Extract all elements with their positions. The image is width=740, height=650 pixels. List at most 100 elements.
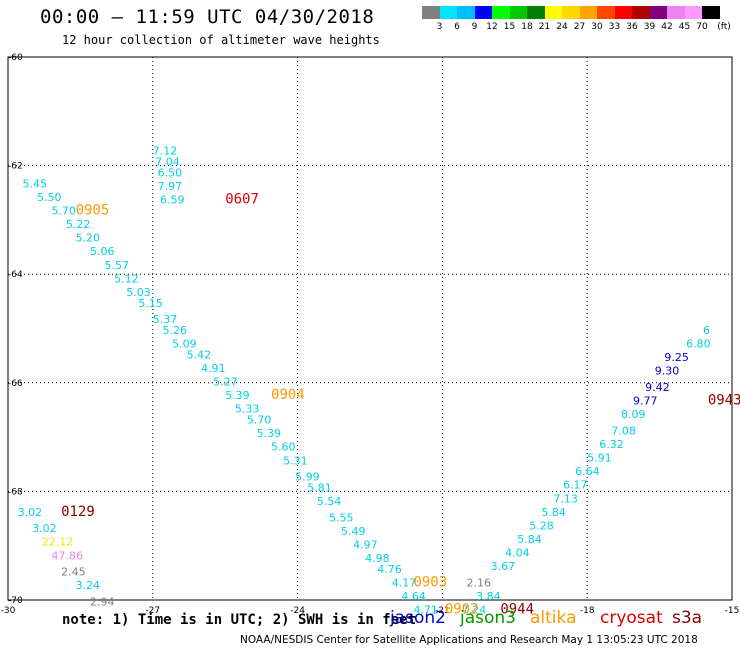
footer-credit: NOAA/NESDIS Center for Satellite Applica…	[240, 634, 698, 646]
color-swatch	[492, 6, 510, 19]
x-tick-label: -18	[580, 606, 595, 616]
wave-height-label: 7.13	[553, 492, 578, 505]
wave-height-label: 5.28	[529, 519, 554, 532]
color-swatch-label: 45	[678, 22, 691, 32]
wave-height-label: 5.91	[587, 452, 612, 465]
color-swatch	[527, 6, 545, 19]
wave-height-label: 4.98	[365, 552, 390, 565]
color-swatch-label: 36	[626, 22, 638, 32]
wave-height-label: 4.17	[392, 576, 417, 589]
wave-height-label: 5.45	[22, 177, 47, 190]
wave-height-label: 4.76	[377, 563, 402, 576]
x-tick-label: -24	[290, 606, 305, 616]
wave-height-label: 5.57	[105, 259, 129, 272]
wave-height-label: 6.59	[160, 194, 185, 207]
wave-height-label: 7.04	[155, 156, 180, 169]
color-swatch	[597, 6, 615, 19]
wave-height-label: 2.94	[90, 595, 115, 608]
wave-height-label: 2.45	[61, 566, 86, 579]
color-swatch	[457, 6, 475, 19]
color-swatch-label: (ft)	[717, 22, 731, 32]
wave-height-label: 7.12	[153, 145, 178, 158]
wave-height-label: 3.84	[476, 590, 501, 603]
color-swatch	[509, 6, 527, 19]
wave-height-label: 8.09	[621, 408, 646, 421]
wave-height-label: 5.81	[307, 481, 332, 494]
wave-height-label: 9.77	[633, 395, 658, 408]
y-tick-label: -66	[8, 379, 23, 389]
wave-height-label: 3.02	[18, 506, 43, 519]
wave-height-label: 2.16	[467, 576, 492, 589]
color-swatch	[614, 6, 632, 19]
wave-height-label: 4.97	[353, 538, 378, 551]
wave-height-label: 4.71	[413, 604, 438, 617]
y-tick-label: -62	[8, 162, 23, 172]
wave-height-label: 9.25	[664, 351, 689, 364]
wave-height-label: 6.64	[575, 465, 600, 478]
x-tick-label: -21	[435, 606, 450, 616]
wave-height-label: 5.09	[172, 338, 197, 351]
color-swatch	[562, 6, 580, 19]
color-swatch-label: 42	[661, 22, 673, 32]
satellite-legend-s3a: s3a	[672, 608, 703, 628]
color-swatch	[702, 6, 720, 19]
wave-height-label: 9.30	[655, 365, 680, 378]
wave-height-label: 7.97	[158, 180, 183, 193]
color-swatch-label: 3	[436, 22, 443, 32]
wave-height-label: 22.12	[42, 536, 74, 549]
color-swatch-label: 39	[643, 22, 656, 32]
wave-height-label: 7.08	[611, 424, 636, 437]
wave-height-label: 5.12	[114, 272, 139, 285]
chart-title: 00:00 – 11:59 UTC 04/30/2018	[40, 6, 375, 28]
wave-height-label: 5.55	[329, 511, 354, 524]
wave-height-label: 4.91	[201, 362, 226, 375]
note-text: note: 1) Time is in UTC; 2) SWH is in fe…	[62, 612, 417, 628]
x-tick-label: -30	[1, 606, 16, 616]
wave-height-label: 6.32	[599, 438, 624, 451]
satellite-legend-jason2: jason2	[390, 608, 446, 628]
color-swatch	[579, 6, 597, 19]
satellite-legend-jason3: jason3	[460, 608, 516, 628]
wave-height-label: 5.22	[66, 218, 91, 231]
wave-height-label: 4.64	[401, 590, 426, 603]
chart-subtitle: 12 hour collection of altimeter wave hei…	[62, 33, 380, 47]
wave-height-label: 5.37	[153, 313, 178, 326]
wave-height-label: 5.84	[541, 506, 566, 519]
wave-height-label: 5.60	[271, 441, 296, 454]
wave-height-label: 5.27	[213, 376, 238, 389]
color-swatch-label: 21	[538, 22, 551, 32]
wave-height-label: 47.86	[51, 549, 83, 562]
pass-time-label: 0903	[413, 574, 447, 590]
y-tick-label: -60	[8, 53, 23, 63]
color-swatch	[474, 6, 492, 19]
wave-height-label: 5.03	[126, 286, 150, 299]
wave-height-label: 4.04	[505, 547, 530, 560]
color-swatch-label: 70	[696, 22, 708, 32]
pass-time-label: 0944	[500, 602, 534, 618]
pass-time-label: 0943	[708, 393, 740, 409]
satellite-legend-cryosat: cryosat	[600, 608, 663, 628]
wave-height-label: 5.20	[76, 232, 101, 245]
wave-height-label: 3.02	[32, 522, 57, 535]
wave-height-label: 6.80	[686, 338, 711, 351]
color-swatch	[632, 6, 650, 19]
wave-height-label: 7.24	[462, 604, 487, 617]
color-swatch-label: 33	[608, 22, 621, 32]
color-swatch-label: 15	[503, 22, 516, 32]
wave-height-label: 5.70	[51, 204, 76, 217]
color-swatch-label: 24	[556, 22, 568, 32]
pass-time-label: 0902	[445, 602, 479, 618]
wave-height-label: 5.06	[90, 245, 115, 258]
plot-frame	[7, 56, 733, 601]
wave-height-label: 5.31	[283, 454, 308, 467]
wave-height-label: 5.26	[162, 324, 187, 337]
wave-height-label: 5.99	[295, 471, 320, 484]
wave-height-label: 5.42	[187, 348, 212, 361]
color-swatch-label: 9	[471, 22, 478, 32]
wave-height-label: 3.24	[76, 579, 101, 592]
satellite-legend-altika: altika	[530, 608, 577, 628]
wave-height-label: 5.50	[37, 191, 62, 204]
wave-height-label: 5.70	[247, 414, 271, 427]
color-swatch	[544, 6, 562, 19]
